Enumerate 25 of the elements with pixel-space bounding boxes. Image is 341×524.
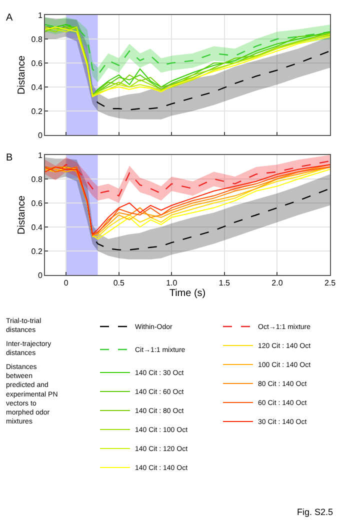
- y-tick-label: 0: [38, 130, 43, 140]
- y-tick-label: 0.2: [31, 106, 43, 116]
- y-tick-label: 1: [38, 150, 43, 160]
- y-tick-label: 0.6: [31, 198, 43, 208]
- y-axis-title: Distance: [16, 195, 28, 234]
- x-tick-label: 0.5: [113, 278, 125, 288]
- y-tick-label: 1: [38, 10, 43, 20]
- caption: Fig. S2.5: [297, 507, 334, 517]
- x-tick-label: 1.0: [166, 278, 178, 288]
- y-tick-label: 0: [38, 270, 43, 280]
- x-tick-label: 2.0: [272, 278, 284, 288]
- x-tick-label: 2.5: [324, 278, 336, 288]
- y-tick-label: 0.6: [31, 58, 43, 68]
- x-tick-label: 0: [64, 278, 69, 288]
- y-tick-label: 0.8: [31, 34, 43, 44]
- x-tick-label: 1.5: [218, 278, 231, 288]
- y-tick-label: 0.8: [31, 174, 43, 184]
- line-series: [45, 160, 330, 196]
- y-tick-label: 0.4: [31, 222, 43, 232]
- y-axis-title: Distance: [16, 55, 28, 94]
- chart-title: A: [6, 12, 13, 24]
- chart-title: B: [6, 152, 13, 164]
- x-axis-title: Time (s): [169, 288, 206, 300]
- y-tick-label: 0.4: [31, 82, 43, 92]
- y-tick-label: 0.2: [31, 246, 43, 256]
